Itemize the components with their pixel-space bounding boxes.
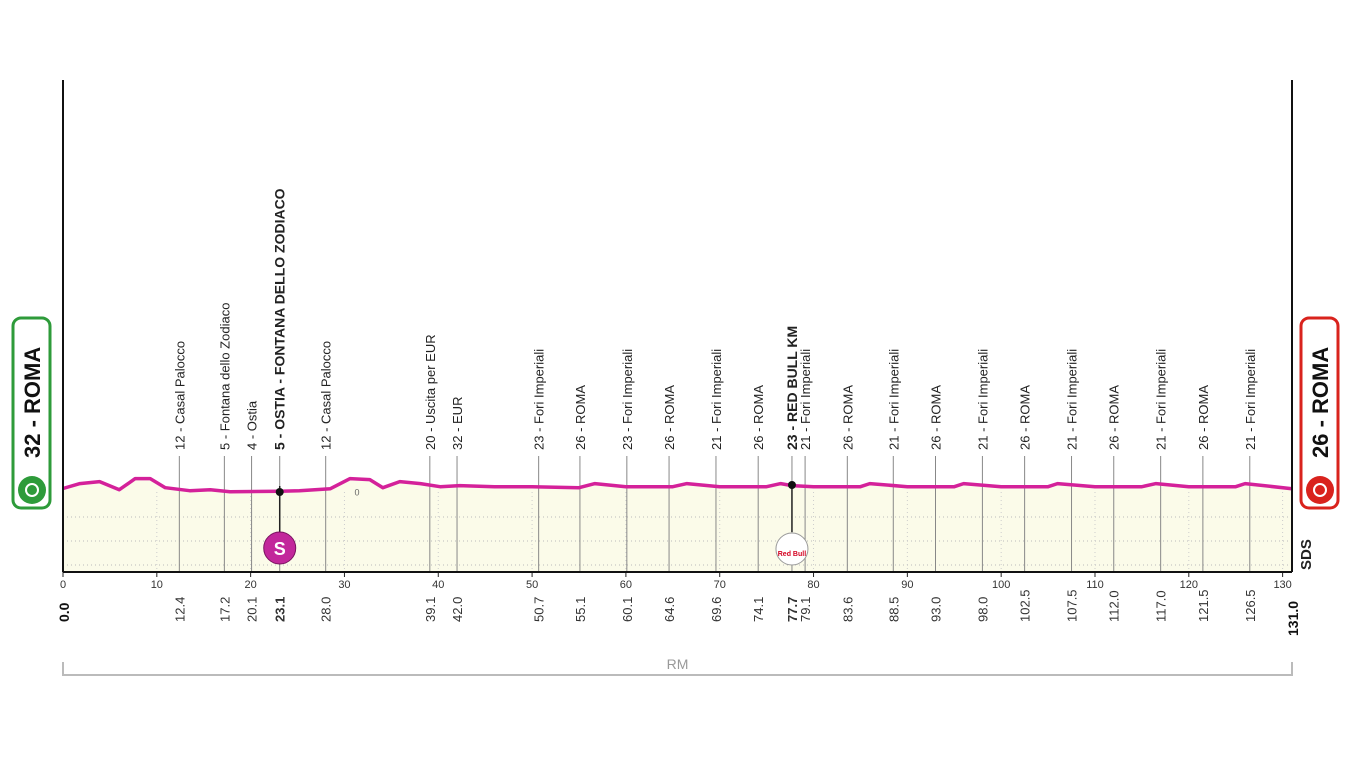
x-tick-label: 130 bbox=[1273, 579, 1291, 591]
waypoint-km: 98.0 bbox=[975, 597, 990, 622]
finish-label: 26 - ROMA bbox=[1308, 347, 1333, 458]
x-tick-label: 0 bbox=[60, 579, 66, 591]
waypoint-km: 117.0 bbox=[1154, 590, 1169, 622]
start-km: 0.0 bbox=[56, 602, 72, 622]
waypoint-label: 5 - Fontana dello Zodiaco bbox=[217, 303, 232, 450]
brand: SDS bbox=[1298, 539, 1315, 570]
waypoint-label: 12 - Casal Palocco bbox=[172, 341, 187, 450]
profile-line bbox=[62, 476, 1293, 494]
waypoint-km: 83.6 bbox=[840, 597, 855, 622]
waypoint-km: 126.5 bbox=[1243, 589, 1258, 622]
sponsor-badge bbox=[775, 532, 809, 566]
waypoint-km: 93.0 bbox=[928, 597, 943, 622]
waypoint-label: 26 - ROMA bbox=[1196, 385, 1211, 450]
waypoint-km: 20.1 bbox=[245, 597, 260, 622]
x-tick-label: 30 bbox=[338, 579, 350, 591]
waypoint-km: 42.0 bbox=[450, 597, 465, 622]
finish-icon bbox=[1306, 476, 1334, 504]
waypoint-label: 20 - Uscita per EUR bbox=[423, 334, 438, 450]
sprint-badge-text: S bbox=[274, 539, 286, 559]
start-badge bbox=[11, 316, 52, 510]
waypoint-km: 17.2 bbox=[217, 597, 232, 622]
waypoint-km: 60.1 bbox=[620, 597, 635, 622]
waypoint-label: 26 - ROMA bbox=[840, 385, 855, 450]
x-tick-label: 50 bbox=[526, 579, 538, 591]
waypoint-label: 26 - ROMA bbox=[1107, 385, 1122, 450]
waypoint-km: 88.5 bbox=[886, 597, 901, 622]
waypoint-label: 23 - Fori Imperiali bbox=[620, 349, 635, 450]
finish-badge bbox=[1299, 316, 1340, 510]
waypoint-label: 4 - Ostia bbox=[245, 400, 260, 450]
x-tick-label: 90 bbox=[901, 579, 913, 591]
province: RM bbox=[667, 656, 689, 672]
sponsor-dot bbox=[787, 481, 796, 489]
waypoint-label: 21 - Fori Imperiali bbox=[1065, 349, 1080, 450]
x-tick-label: 100 bbox=[992, 579, 1010, 591]
start-label: 32 - ROMA bbox=[20, 347, 45, 458]
waypoint-label: 26 - ROMA bbox=[928, 385, 943, 450]
waypoint-label: 5 - OSTIA - FONTANA DELLO ZODIACO bbox=[272, 188, 288, 450]
waypoint-km: 12.4 bbox=[172, 597, 187, 622]
waypoint-label: 26 - ROMA bbox=[751, 385, 766, 450]
waypoint-km: 77.7 bbox=[785, 597, 800, 622]
waypoint-km: 121.5 bbox=[1196, 589, 1211, 622]
province-bracket bbox=[62, 662, 1293, 676]
waypoint-label: 21 - Fori Imperiali bbox=[1154, 349, 1169, 450]
start-icon-glyph bbox=[25, 483, 39, 497]
sprint-dot bbox=[275, 488, 284, 496]
y-tick-label: 0 bbox=[354, 488, 359, 498]
waypoint-label: 26 - ROMA bbox=[662, 385, 677, 450]
profile-area bbox=[63, 478, 1292, 572]
waypoint-km: 69.6 bbox=[709, 597, 724, 622]
finish-km: 131.0 bbox=[1285, 601, 1301, 636]
waypoint-km: 74.1 bbox=[751, 597, 766, 622]
waypoint-label: 23 - Fori Imperiali bbox=[532, 349, 547, 450]
x-tick-label: 80 bbox=[807, 579, 819, 591]
sprint-badge bbox=[263, 531, 297, 565]
waypoint-label: 26 - ROMA bbox=[1018, 385, 1033, 450]
waypoint-km: 23.1 bbox=[273, 597, 288, 622]
x-tick-label: 10 bbox=[151, 579, 163, 591]
x-tick-label: 70 bbox=[714, 579, 726, 591]
x-tick-label: 120 bbox=[1180, 579, 1198, 591]
waypoint-label: 21 - Fori Imperiali bbox=[975, 349, 990, 450]
x-tick-label: 60 bbox=[620, 579, 632, 591]
waypoint-km: 107.5 bbox=[1065, 589, 1080, 622]
waypoint-label: 21 - Fori Imperiali bbox=[798, 349, 813, 450]
waypoint-km: 79.1 bbox=[798, 597, 813, 622]
waypoint-km: 112.0 bbox=[1107, 590, 1122, 622]
waypoint-km: 55.1 bbox=[573, 597, 588, 622]
waypoint-km: 102.5 bbox=[1018, 589, 1033, 622]
finish-icon-glyph bbox=[1313, 483, 1327, 497]
waypoint-km: 28.0 bbox=[319, 597, 334, 622]
sponsor-badge-text: Red Bull bbox=[778, 551, 806, 558]
waypoint-label: 26 - ROMA bbox=[573, 385, 588, 450]
waypoint-label: 21 - Fori Imperiali bbox=[1243, 349, 1258, 450]
x-tick-label: 40 bbox=[432, 579, 444, 591]
waypoint-label: 12 - Casal Palocco bbox=[319, 341, 334, 450]
x-tick-label: 20 bbox=[245, 579, 257, 591]
start-icon bbox=[18, 476, 46, 504]
waypoint-label: 21 - Fori Imperiali bbox=[709, 349, 724, 450]
waypoint-km: 50.7 bbox=[532, 597, 547, 622]
waypoint-label: 23 - RED BULL KM bbox=[784, 326, 800, 450]
waypoint-label: 21 - Fori Imperiali bbox=[886, 349, 901, 450]
waypoint-label: 32 - EUR bbox=[450, 397, 465, 450]
waypoint-km: 39.1 bbox=[423, 597, 438, 622]
waypoint-km: 64.6 bbox=[662, 597, 677, 622]
x-tick-label: 110 bbox=[1086, 579, 1104, 591]
